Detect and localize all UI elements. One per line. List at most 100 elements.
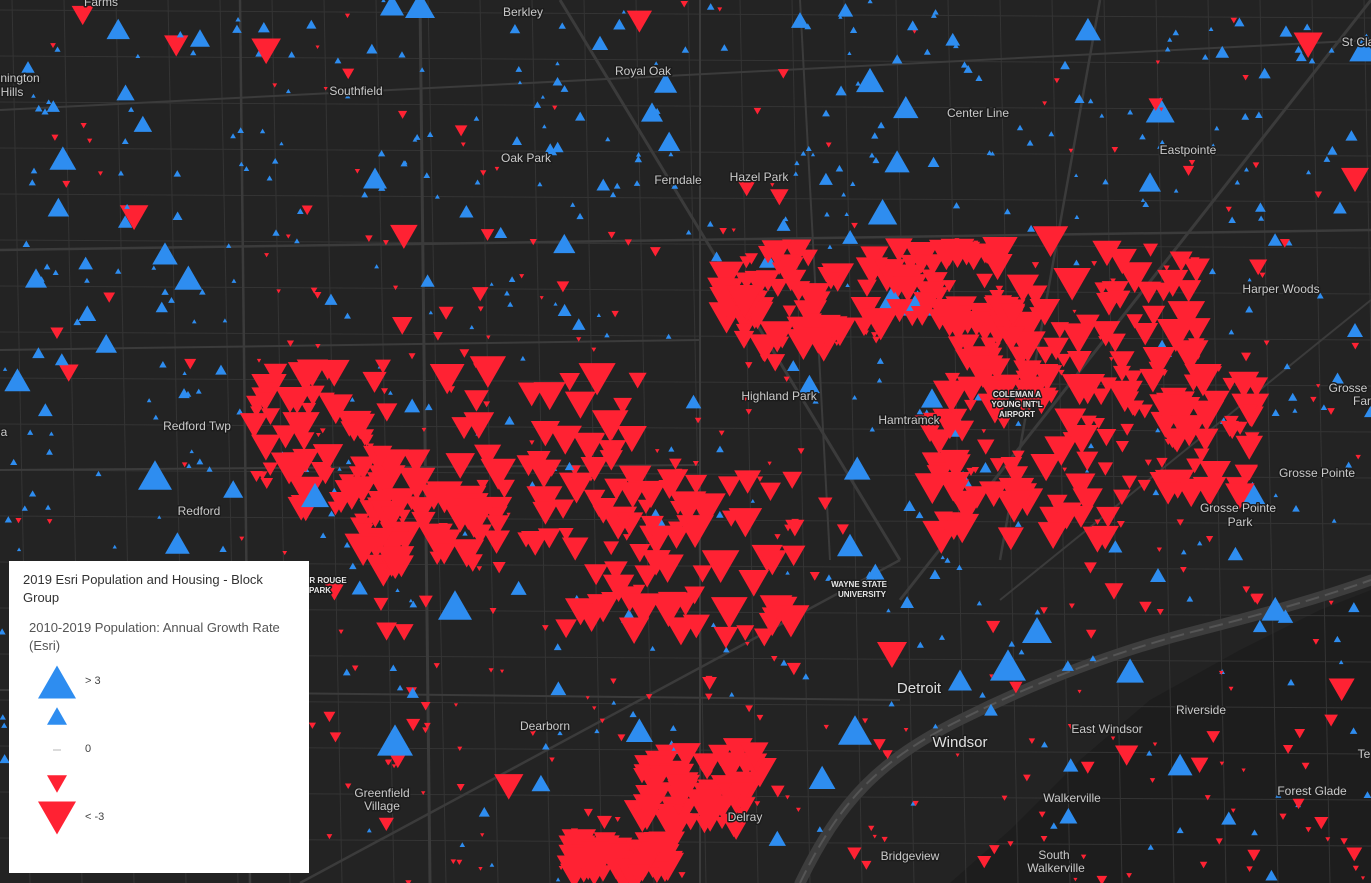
growth-down-triangle[interactable]	[628, 372, 647, 389]
growth-down-triangle[interactable]	[375, 359, 391, 374]
growth-down-triangle[interactable]	[739, 256, 754, 269]
growth-down-triangle[interactable]	[164, 35, 189, 57]
growth-down-triangle[interactable]	[663, 526, 690, 549]
growth-down-triangle[interactable]	[742, 757, 777, 788]
growth-up-triangle[interactable]	[720, 44, 729, 51]
growth-up-triangle[interactable]	[1362, 33, 1371, 41]
growth-down-triangle[interactable]	[390, 755, 406, 769]
growth-down-triangle[interactable]	[583, 808, 593, 817]
growth-down-triangle[interactable]	[926, 465, 945, 481]
growth-down-triangle[interactable]	[614, 816, 621, 823]
growth-up-triangle[interactable]	[380, 0, 404, 16]
growth-down-triangle[interactable]	[527, 727, 538, 737]
growth-down-triangle[interactable]	[431, 543, 457, 565]
growth-down-triangle[interactable]	[781, 545, 806, 567]
growth-up-triangle[interactable]	[952, 202, 961, 209]
growth-up-triangle[interactable]	[73, 318, 82, 326]
growth-down-triangle[interactable]	[517, 382, 546, 407]
growth-up-triangle[interactable]	[116, 84, 135, 101]
growth-down-triangle[interactable]	[397, 110, 408, 119]
growth-up-triangle[interactable]	[1048, 131, 1055, 137]
growth-down-triangle[interactable]	[972, 355, 1004, 383]
growth-down-triangle[interactable]	[1305, 827, 1312, 833]
growth-down-triangle[interactable]	[708, 302, 745, 334]
growth-down-triangle[interactable]	[759, 321, 796, 353]
growth-up-triangle[interactable]	[555, 877, 561, 882]
growth-down-triangle[interactable]	[1156, 609, 1164, 616]
growth-down-triangle[interactable]	[602, 574, 635, 603]
growth-down-triangle[interactable]	[275, 386, 305, 414]
growth-down-triangle[interactable]	[992, 389, 1011, 406]
growth-down-triangle[interactable]	[671, 743, 701, 769]
growth-up-triangle[interactable]	[802, 673, 810, 680]
growth-up-triangle[interactable]	[633, 180, 641, 186]
growth-down-triangle[interactable]	[308, 722, 316, 729]
growth-up-triangle[interactable]	[1102, 178, 1109, 185]
growth-up-triangle[interactable]	[1140, 198, 1146, 202]
growth-down-triangle[interactable]	[607, 231, 616, 239]
growth-up-triangle[interactable]	[1139, 133, 1146, 140]
growth-down-triangle[interactable]	[239, 413, 269, 439]
growth-up-triangle[interactable]	[398, 51, 406, 58]
growth-up-triangle[interactable]	[351, 580, 368, 595]
growth-down-triangle[interactable]	[742, 396, 749, 402]
growth-up-triangle[interactable]	[557, 303, 572, 316]
growth-down-triangle[interactable]	[649, 247, 661, 257]
growth-up-triangle[interactable]	[161, 288, 169, 295]
growth-down-triangle[interactable]	[480, 833, 485, 837]
growth-down-triangle[interactable]	[1137, 479, 1151, 492]
growth-down-triangle[interactable]	[313, 291, 322, 299]
growth-down-triangle[interactable]	[576, 337, 582, 342]
growth-up-triangle[interactable]	[462, 531, 468, 536]
growth-up-triangle[interactable]	[1150, 568, 1166, 582]
growth-down-triangle[interactable]	[301, 205, 313, 216]
growth-down-triangle[interactable]	[928, 853, 933, 857]
growth-up-triangle[interactable]	[1279, 25, 1293, 37]
growth-up-triangle[interactable]	[1285, 239, 1293, 246]
growth-up-triangle[interactable]	[990, 649, 1026, 681]
growth-down-triangle[interactable]	[611, 310, 619, 318]
growth-down-triangle[interactable]	[613, 397, 633, 415]
growth-down-triangle[interactable]	[795, 807, 801, 813]
growth-up-triangle[interactable]	[135, 53, 141, 59]
growth-down-triangle[interactable]	[651, 852, 685, 882]
growth-up-triangle[interactable]	[46, 100, 60, 112]
growth-down-triangle[interactable]	[872, 336, 881, 344]
growth-down-triangle[interactable]	[772, 605, 810, 638]
growth-down-triangle[interactable]	[580, 457, 609, 482]
growth-down-triangle[interactable]	[853, 317, 875, 337]
growth-up-triangle[interactable]	[46, 99, 52, 105]
growth-down-triangle[interactable]	[421, 427, 427, 433]
growth-down-triangle[interactable]	[181, 462, 188, 468]
growth-up-triangle[interactable]	[1172, 29, 1180, 36]
growth-up-triangle[interactable]	[716, 510, 724, 518]
growth-up-triangle[interactable]	[668, 446, 675, 452]
growth-up-triangle[interactable]	[199, 288, 206, 295]
growth-down-triangle[interactable]	[997, 527, 1024, 551]
growth-down-triangle[interactable]	[1084, 562, 1097, 574]
growth-up-triangle[interactable]	[424, 403, 433, 411]
growth-up-triangle[interactable]	[243, 166, 250, 171]
growth-down-triangle[interactable]	[759, 482, 781, 501]
growth-up-triangle[interactable]	[729, 692, 735, 697]
growth-down-triangle[interactable]	[1104, 333, 1126, 353]
growth-up-triangle[interactable]	[21, 505, 28, 511]
growth-down-triangle[interactable]	[1328, 678, 1355, 702]
growth-up-triangle[interactable]	[838, 15, 843, 19]
growth-down-triangle[interactable]	[1009, 331, 1046, 363]
growth-up-triangle[interactable]	[34, 104, 43, 112]
growth-down-triangle[interactable]	[1301, 762, 1310, 770]
growth-down-triangle[interactable]	[1096, 428, 1117, 447]
growth-down-triangle[interactable]	[877, 641, 907, 669]
growth-up-triangle[interactable]	[182, 371, 187, 375]
growth-up-triangle[interactable]	[511, 136, 523, 145]
growth-up-triangle[interactable]	[843, 456, 871, 480]
growth-down-triangle[interactable]	[1139, 601, 1152, 613]
growth-down-triangle[interactable]	[616, 425, 647, 453]
growth-up-triangle[interactable]	[706, 3, 715, 10]
growth-up-triangle[interactable]	[1271, 409, 1280, 416]
growth-down-triangle[interactable]	[1062, 467, 1067, 472]
growth-down-triangle[interactable]	[406, 718, 421, 732]
growth-up-triangle[interactable]	[671, 182, 679, 189]
growth-up-triangle[interactable]	[716, 445, 724, 453]
